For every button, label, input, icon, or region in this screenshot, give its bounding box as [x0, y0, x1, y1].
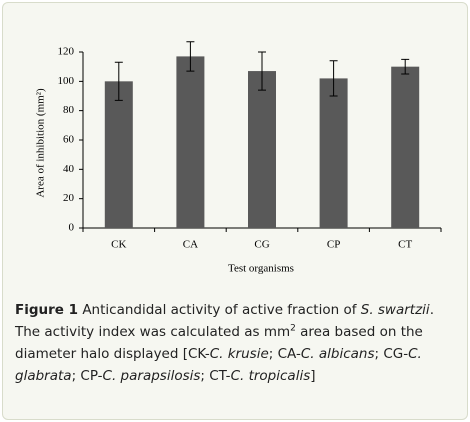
y-tick-label: 40 — [63, 163, 75, 175]
y-tick-label: 100 — [58, 75, 75, 87]
caption-run: ; CP- — [71, 368, 103, 384]
error-bar — [114, 61, 123, 101]
caption-run: . The activity index was calculated as m… — [15, 302, 434, 340]
caption-run: C. parapsilosis — [102, 368, 201, 384]
x-tick-label: CA — [183, 239, 198, 251]
caption-run: Anticandidal activity of active fraction… — [78, 302, 361, 318]
bar — [248, 71, 276, 228]
bar — [104, 81, 133, 228]
x-tick-label: CG — [254, 239, 269, 251]
bar — [391, 66, 420, 228]
caption-run: C. krusie — [209, 346, 269, 362]
caption-run: area based on the diameter halo displaye… — [15, 324, 423, 362]
y-tick-label: 80 — [63, 104, 75, 116]
chart: Area of inhibition (mm²) Test organisms … — [35, 41, 442, 275]
x-tick-label: CK — [111, 239, 126, 251]
caption-run: Figure 1 — [15, 302, 79, 318]
caption-run: C. glabrata — [15, 346, 422, 384]
caption-run: ] — [310, 368, 316, 384]
error-bar — [401, 58, 410, 75]
caption-run: ; CA- — [268, 346, 301, 362]
bar — [319, 78, 348, 229]
y-tick-label: 0 — [69, 222, 75, 234]
y-tick-label: 60 — [63, 134, 75, 146]
caption-run: S. swartzii — [360, 302, 430, 318]
caption-run: ; CT- — [200, 368, 231, 384]
error-bar — [186, 41, 195, 72]
y-tick-label: 120 — [58, 46, 75, 58]
error-bar — [329, 60, 338, 97]
bar — [176, 56, 205, 229]
caption-run: 2 — [290, 323, 296, 334]
y-axis-label: Area of inhibition (mm²) — [35, 88, 47, 198]
caption: Figure 1 Anticandidal activity of active… — [15, 299, 461, 387]
error-bar — [258, 51, 266, 91]
caption-run: ; CG- — [374, 346, 409, 362]
x-tick-label: CT — [398, 239, 412, 251]
y-tick-label: 20 — [63, 192, 75, 204]
x-axis-label: Test organisms — [228, 263, 294, 275]
caption-run: C. tropicalis — [230, 368, 311, 384]
caption-run: C. albicans — [300, 346, 375, 362]
x-tick-label: CP — [327, 239, 340, 251]
